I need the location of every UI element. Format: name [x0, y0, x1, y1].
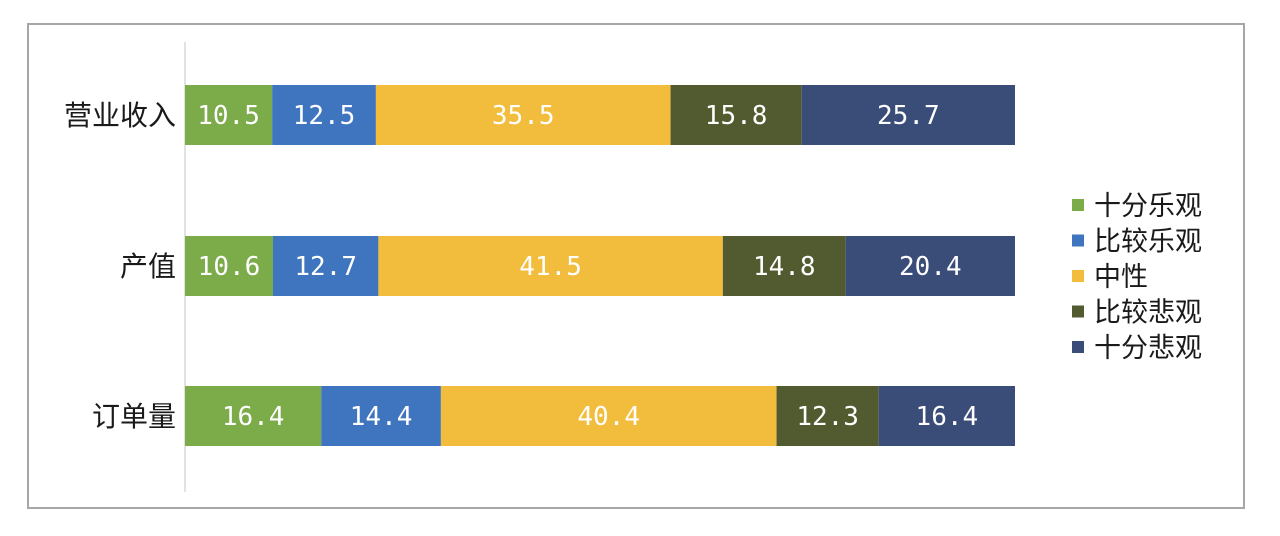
data-label-1-2: 12.5: [293, 101, 356, 131]
bar-segment-2-2: [272, 236, 379, 296]
bar-segment-1-2: [272, 85, 376, 145]
bar-segment-3-2: [321, 386, 441, 446]
category-label-1: 营业收入: [64, 99, 176, 132]
data-label-1-5: 25.7: [877, 101, 940, 131]
bar-segment-2-1: [185, 236, 273, 296]
data-label-3-5: 16.4: [916, 402, 979, 432]
legend-swatch-1: [1072, 199, 1084, 211]
bar-segment-1-5: [801, 85, 1015, 145]
legend-swatch-4: [1072, 305, 1084, 318]
data-label-1-4: 15.8: [705, 101, 768, 131]
category-label-2: 产值: [120, 250, 176, 283]
bar-segment-3-5: [878, 386, 1015, 446]
bar-segment-3-3: [440, 386, 777, 446]
bar-segment-1-4: [670, 85, 802, 145]
legend-swatch-3: [1072, 270, 1084, 282]
bar-segment-3-1: [185, 386, 322, 446]
data-label-3-2: 14.4: [350, 402, 413, 432]
data-label-2-1: 10.6: [198, 252, 261, 282]
data-label-2-3: 41.5: [519, 252, 582, 282]
bar-segment-2-3: [378, 236, 723, 296]
data-label-3-1: 16.4: [222, 402, 285, 432]
bars-group: 10.5 12.5 35.5 15.8 25.7 10.6 12.7 41.5 14.8 20.4…: [185, 85, 1015, 446]
data-label-2-5: 20.4: [899, 252, 962, 282]
data-label-1-1: 10.5: [197, 101, 260, 131]
bar-segment-1-1: [185, 85, 273, 145]
bar-segment-3-4: [776, 386, 879, 446]
legend-label-4: 比较悲观: [1094, 298, 1202, 329]
legend-label-3: 中性: [1094, 262, 1148, 293]
bar-segment-2-4: [722, 236, 846, 296]
bar-segment-1-3: [375, 85, 671, 145]
bar-segment-2-5: [845, 236, 1015, 296]
legend-label-1: 十分乐观: [1094, 191, 1202, 222]
data-label-2-2: 12.7: [294, 252, 357, 282]
legend-swatch-2: [1072, 234, 1084, 247]
data-label-1-3: 35.5: [492, 101, 555, 131]
legend-swatch-5: [1072, 341, 1084, 353]
legend-label-2: 比较乐观: [1094, 227, 1202, 258]
data-label-3-3: 40.4: [577, 402, 640, 432]
legend-label-5: 十分悲观: [1094, 333, 1202, 364]
data-label-2-4: 14.8: [753, 252, 816, 282]
data-label-3-4: 12.3: [796, 402, 859, 432]
category-label-3: 订单量: [92, 400, 176, 433]
